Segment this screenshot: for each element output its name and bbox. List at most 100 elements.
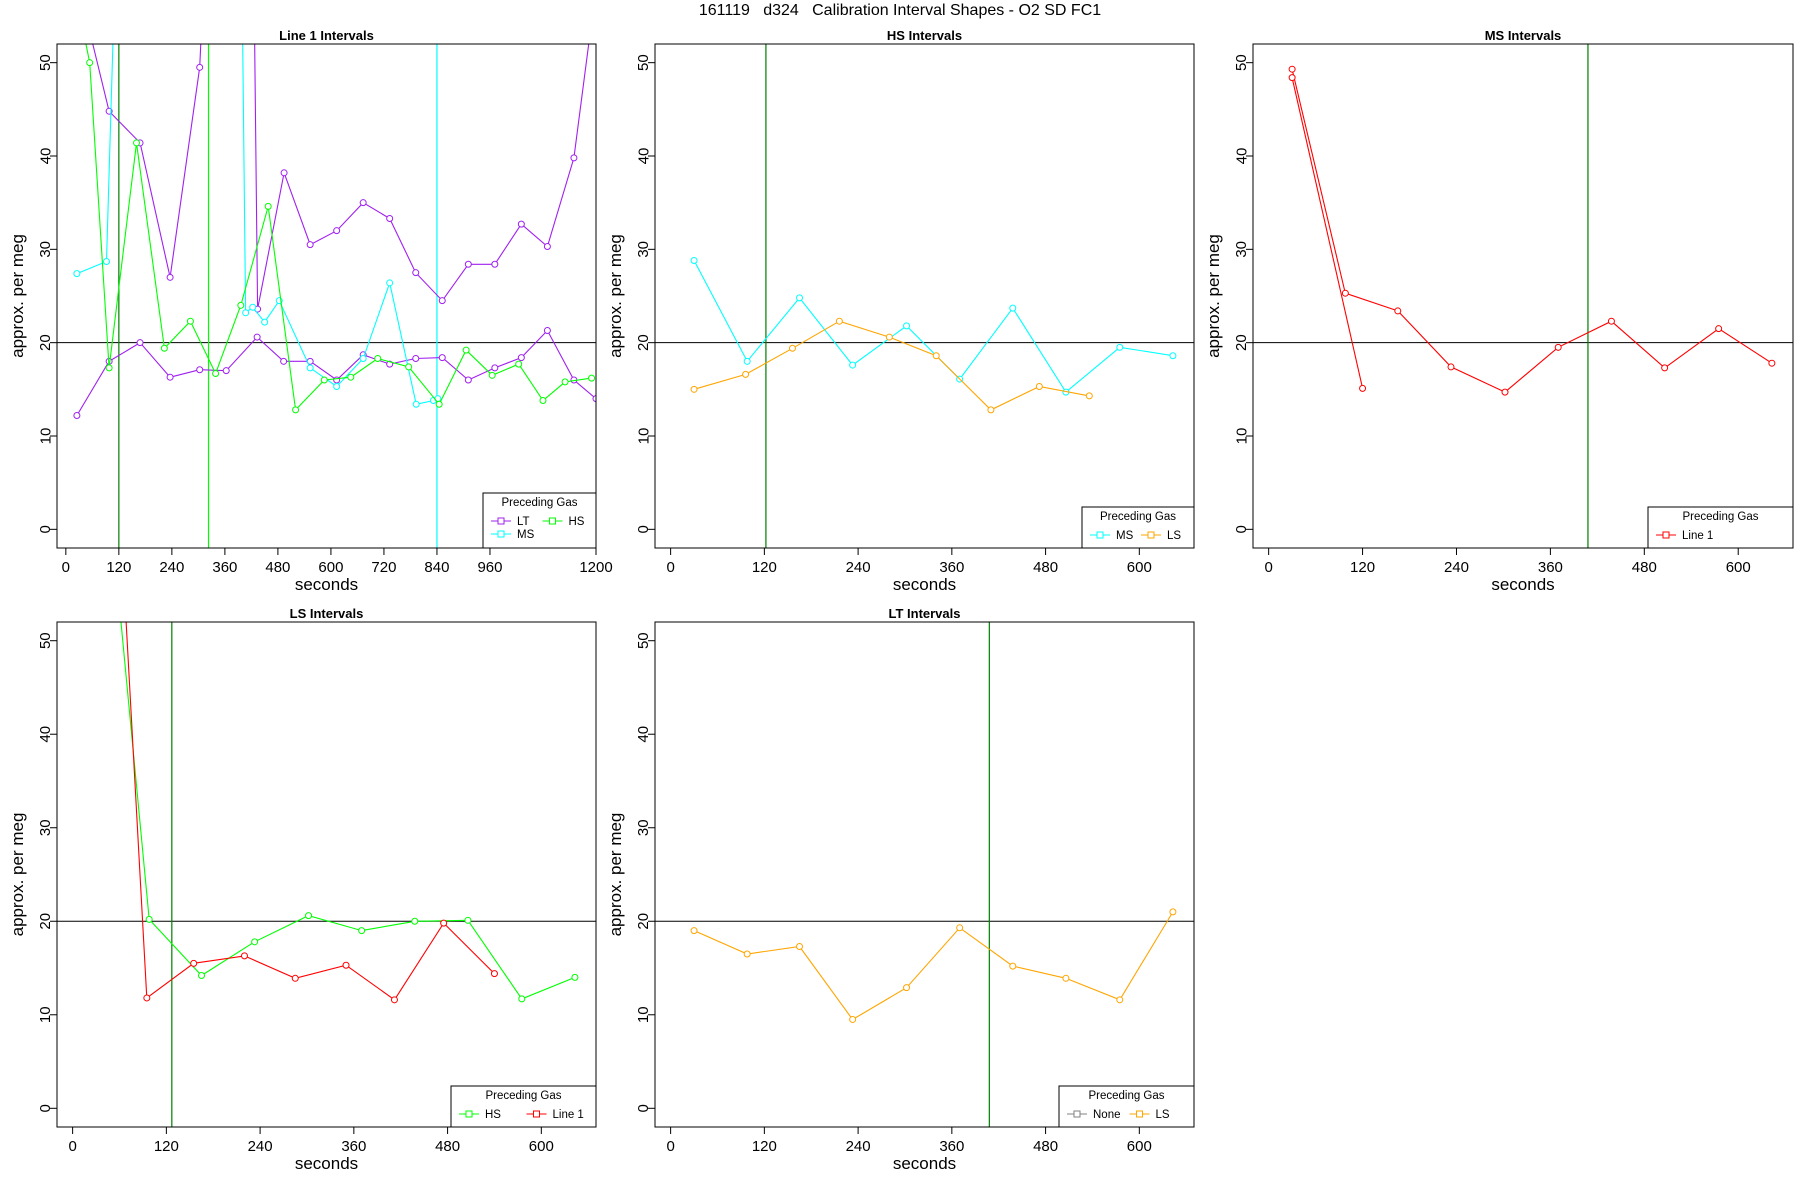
data-point [261,318,269,326]
x-tick-label: 1200 [579,559,612,576]
y-tick-label: 10 [37,428,54,445]
data-point [253,333,261,341]
legend-label: Line 1 [1682,530,1713,542]
data-point [932,352,940,360]
legend-swatch-marker [465,1110,473,1118]
data-point [358,927,366,935]
data-point [1009,304,1017,312]
y-tick-label: 50 [635,632,652,649]
data-point [1062,974,1070,982]
data-point [592,395,596,403]
legend-swatch-marker [1073,1110,1081,1118]
data-point [333,383,341,391]
data-point [240,952,248,960]
data-point [1661,364,1669,372]
y-tick-label: 0 [37,1104,54,1112]
data-point [518,995,526,1003]
y-tick-label: 50 [635,54,652,71]
data-point [1394,307,1402,315]
x-tick-label: 240 [1444,559,1469,576]
data-point [490,970,498,978]
legend-swatch-marker [497,517,505,525]
data-point [488,371,496,379]
data-point [136,339,144,347]
data-point [386,279,394,287]
plot-area [1253,44,1793,548]
data-point [464,916,472,924]
data-point [1169,352,1177,360]
data-point [222,367,230,375]
y-tick-label: 40 [635,726,652,743]
chart-panel-0: Line 1 Intervals 0 120 240 360 480 600 720 840 96… [8,28,613,594]
legend-label: Line 1 [553,1109,584,1121]
page-title: 161119 d324 Calibration Interval Shapes … [698,2,1102,19]
data-point [412,269,420,277]
data-point [291,974,299,982]
y-tick-label: 20 [1233,334,1250,351]
x-tick-label: 480 [1033,559,1058,576]
data-point [143,994,151,1002]
legend-label: MS [1116,530,1134,542]
data-point [411,917,419,925]
data-point [690,257,698,265]
data-point [462,346,470,354]
x-tick-label: 0 [1264,559,1272,576]
legend-swatch-marker [497,530,505,538]
plot-frame [56,621,597,1128]
series-line-lt [92,44,202,278]
data-point [788,344,796,352]
data-point [1116,343,1124,351]
chart-panel-3: LS Intervals 0 120 240 360 480 600 0 10 20 30 40 50 s… [8,357,597,1173]
data-point [305,912,313,920]
data-point [1288,65,1296,73]
x-tick-label: 600 [1127,1138,1152,1155]
chart-panel-1: HS Intervals 0 120 240 360 480 600 0 10 20 30 40 50 s… [606,28,1195,594]
y-axis-label: approx. per meg [606,813,625,937]
data-point [561,378,569,386]
data-point [133,139,141,147]
plot-area [655,622,1194,1127]
data-point [517,354,525,362]
data-point [105,364,113,372]
x-tick-label: 120 [106,559,131,576]
data-point [743,357,751,365]
plot-area [655,44,1194,548]
data-point [93,357,99,363]
data-point [320,376,328,384]
data-point [160,344,168,352]
legend-label: MS [517,529,535,541]
legend-title: Preceding Gas [1088,1090,1164,1102]
data-point [412,355,420,363]
data-point [333,376,341,384]
legend-title: Preceding Gas [501,497,577,509]
x-tick-label: 360 [341,1138,366,1155]
x-tick-label: 600 [318,559,343,576]
data-point [440,919,448,927]
data-point [196,63,204,71]
y-tick-label: 20 [37,913,54,930]
x-tick-label: 480 [265,559,290,576]
data-point [1116,996,1124,1004]
y-tick-label: 30 [37,819,54,836]
data-point [570,154,578,162]
data-point [1554,343,1562,351]
x-axis-label: seconds [1491,575,1554,594]
x-tick-label: 120 [1350,559,1375,576]
data-point [743,950,751,958]
legend-swatch-marker [533,1110,540,1118]
data-point [359,199,367,207]
y-tick-label: 50 [1233,54,1250,71]
chart-title: MS Intervals [1485,28,1562,43]
data-point [956,924,964,932]
y-tick-label: 20 [635,913,652,930]
data-point [102,257,110,265]
series-line-hs [120,622,576,1000]
y-axis-label: approx. per meg [8,234,27,358]
data-point [835,317,843,325]
data-point [543,327,551,335]
data-point [435,400,443,408]
x-tick-label: 360 [1538,559,1563,576]
data-point [1288,74,1296,82]
data-point [86,59,94,67]
y-tick-label: 30 [635,241,652,258]
